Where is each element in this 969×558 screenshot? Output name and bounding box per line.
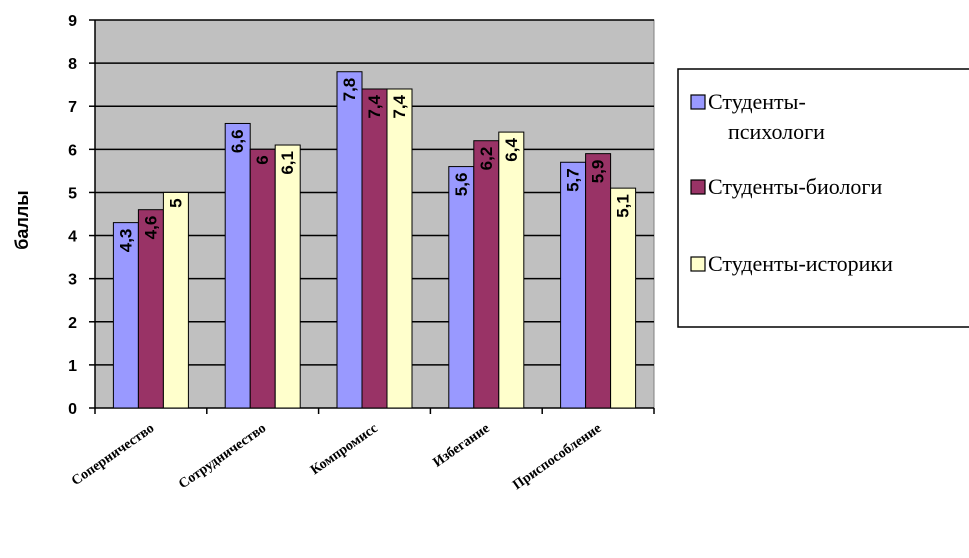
bar: [361, 88, 388, 409]
bar: [473, 140, 500, 409]
bar: [336, 71, 363, 409]
bar: [560, 161, 587, 409]
data-labels: 4,3 6,6 7,8 5,6 5,7 4,6 6 7,4 6,2 5,9 5 6,1 7,4 6,4 5,…: [116, 78, 632, 253]
y-tick-label: 9: [68, 13, 77, 30]
bar: [274, 144, 301, 409]
category-label: Соперничество: [69, 421, 157, 489]
data-label: 6,4: [502, 138, 521, 162]
y-tick-label: 5: [68, 185, 77, 202]
data-label: 6,2: [477, 147, 496, 171]
data-label: 7,4: [365, 94, 384, 118]
y-axis-title: баллы: [12, 190, 32, 249]
y-tick-label: 3: [68, 272, 77, 289]
y-tick-label: 6: [68, 142, 77, 159]
bar: [386, 88, 413, 409]
y-tick-label: 7: [68, 99, 77, 116]
data-label: 4,3: [116, 229, 135, 253]
y-tick-label: 8: [68, 56, 77, 73]
data-label: 5,6: [452, 173, 471, 197]
data-label: 6,1: [278, 151, 297, 175]
bar: [137, 209, 164, 409]
data-label: 6,6: [228, 129, 247, 153]
bar: [162, 191, 189, 409]
data-label: 5,1: [614, 194, 633, 218]
legend-label: психологи: [728, 119, 825, 144]
legend-label: Студенты-биологи: [708, 174, 882, 199]
legend-label: Студенты-историки: [708, 251, 893, 276]
y-tick-label: 2: [68, 315, 77, 332]
category-label: Приспособление: [510, 421, 604, 493]
data-label: 7,4: [390, 94, 409, 118]
data-label: 4,6: [141, 216, 160, 240]
bars: [112, 71, 637, 409]
data-label: 7,8: [340, 78, 359, 102]
legend: Студенты-психологи Студенты-биологи Студен…: [677, 68, 969, 328]
legend-swatch: [690, 179, 706, 195]
legend-swatch: [690, 256, 706, 272]
bar: [585, 153, 612, 409]
data-label: 5: [166, 198, 185, 207]
category-label: Сотрудничество: [176, 421, 269, 492]
category-labels: Соперничество Сотрудничество Компромисс Изб…: [69, 421, 604, 493]
bar: [448, 166, 475, 409]
legend-box: [677, 68, 969, 328]
legend-label: Студенты-: [708, 89, 806, 114]
y-tick-label: 4: [68, 229, 77, 246]
bar: [249, 148, 276, 409]
data-label: 5,9: [589, 160, 608, 184]
bar: [224, 122, 251, 409]
category-label: Избегание: [431, 421, 493, 471]
data-label: 6: [253, 155, 272, 164]
data-label: 5,7: [564, 168, 583, 192]
category-label: Компромисс: [308, 421, 381, 478]
y-tick-label: 1: [68, 358, 77, 375]
y-tick-label: 0: [68, 401, 77, 418]
bar: [610, 187, 637, 409]
bar: [498, 131, 525, 409]
legend-swatch: [690, 94, 706, 110]
bar: [112, 222, 139, 409]
